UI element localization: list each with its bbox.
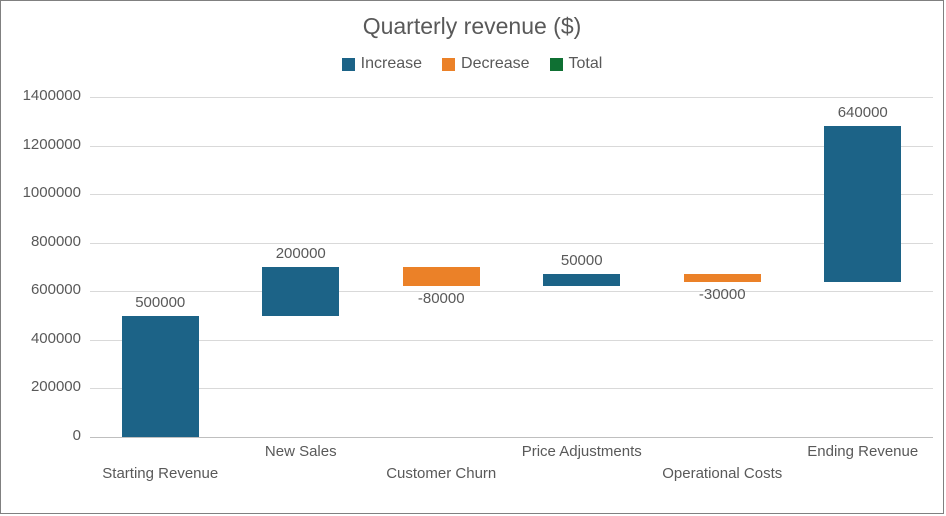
- x-tick-label: New Sales: [201, 443, 402, 460]
- data-label: -30000: [654, 286, 791, 303]
- legend-item: Increase: [342, 55, 422, 73]
- gridline: [90, 97, 933, 98]
- bar-increase: [543, 274, 620, 286]
- x-tick-label: Price Adjustments: [482, 443, 683, 460]
- legend-label: Increase: [361, 55, 422, 73]
- y-tick-label: 400000: [1, 330, 81, 347]
- y-tick-label: 1000000: [1, 184, 81, 201]
- chart-legend: Increase Decrease Total: [1, 55, 943, 76]
- y-tick-label: 0: [1, 427, 81, 444]
- bar-decrease: [684, 274, 761, 281]
- x-axis-labels: Starting RevenueNew SalesCustomer ChurnP…: [90, 441, 933, 511]
- gridline: [90, 340, 933, 341]
- legend-swatch: [442, 58, 455, 71]
- legend-label: Decrease: [461, 55, 529, 73]
- data-label: 200000: [232, 245, 369, 262]
- legend-item: Decrease: [442, 55, 529, 73]
- y-tick-label: 800000: [1, 233, 81, 250]
- waterfall-chart: Quarterly revenue ($) Increase Decrease To…: [0, 0, 944, 514]
- y-tick-label: 200000: [1, 378, 81, 395]
- legend-swatch: [342, 58, 355, 71]
- gridline: [90, 291, 933, 292]
- bar-increase: [122, 316, 199, 437]
- gridline: [90, 146, 933, 147]
- x-tick-label: Starting Revenue: [60, 465, 261, 482]
- bar-decrease: [403, 267, 480, 286]
- x-axis-line: [90, 437, 933, 438]
- legend-item: Total: [550, 55, 603, 73]
- data-label: -80000: [373, 290, 510, 307]
- chart-title: Quarterly revenue ($): [1, 13, 943, 40]
- gridline: [90, 243, 933, 244]
- y-tick-label: 1400000: [1, 87, 81, 104]
- plot-area: 500000 200000 -80000 50000-30000 640000: [90, 97, 933, 437]
- legend-swatch: [550, 58, 563, 71]
- y-tick-label: 1200000: [1, 136, 81, 153]
- y-tick-label: 600000: [1, 281, 81, 298]
- x-tick-label: Customer Churn: [341, 465, 542, 482]
- data-label: 50000: [513, 252, 650, 269]
- bar-increase: [262, 267, 339, 316]
- legend-label: Total: [569, 55, 603, 73]
- data-label: 500000: [92, 294, 229, 311]
- data-label: 640000: [794, 104, 931, 121]
- x-tick-label: Operational Costs: [622, 465, 823, 482]
- bar-increase: [824, 126, 901, 281]
- x-tick-label: Ending Revenue: [763, 443, 946, 460]
- gridline: [90, 388, 933, 389]
- gridline: [90, 194, 933, 195]
